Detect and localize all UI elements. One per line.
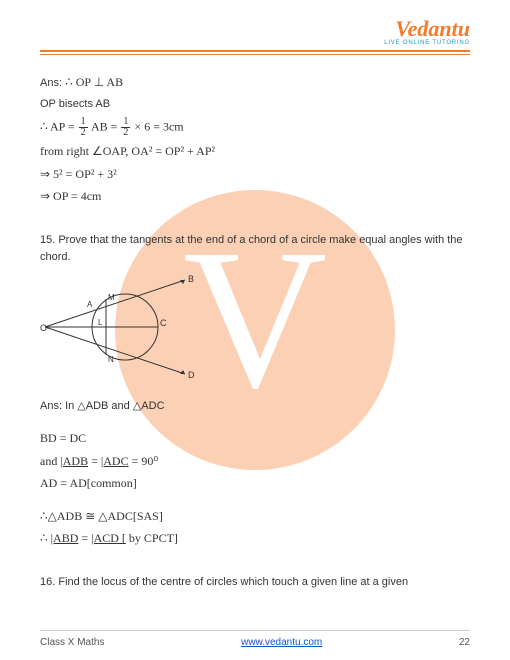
label-c: C — [160, 318, 167, 328]
label-l: L — [98, 318, 103, 327]
ans1-eq2: from right ∠OAP, OA² = OP² + AP² — [40, 142, 470, 161]
arrow-b — [180, 280, 185, 284]
arrow-d — [180, 370, 185, 374]
eq-text: = 90⁰ — [129, 454, 159, 468]
ans1-eq4: ⇒ OP = 4cm — [40, 187, 470, 206]
q16-text: 16. Find the locus of the centre of circ… — [40, 574, 470, 591]
spacer — [40, 497, 470, 507]
label-d: D — [188, 370, 195, 380]
eq-text: ∴ — [40, 531, 51, 545]
ans2-eq1: BD = DC — [40, 429, 470, 448]
label-m: M — [108, 293, 115, 302]
eq-text: ∴ AP = — [40, 119, 78, 133]
ans2-eq4: ∴△ADB ≅ △ADC[SAS] — [40, 507, 470, 526]
footer: Class X Maths www.vedantu.com 22 — [40, 630, 470, 648]
ans-label: Ans: — [40, 77, 65, 89]
q15-diagram: O A B C D M N L — [40, 272, 470, 388]
eq-underline: |ADB — [60, 454, 88, 468]
footer-page: 22 — [459, 637, 470, 648]
diagram-svg: O A B C D M N L — [40, 272, 210, 382]
ans1-line2: OP bisects AB — [40, 96, 470, 113]
q15-text: 15. Prove that the tangents at the end o… — [40, 232, 470, 266]
spacer — [40, 419, 470, 429]
content: Ans: ∴ OP ⊥ AB OP bisects AB ∴ AP = 12 A… — [40, 73, 470, 591]
ans2-eq2: and |ADB = |ADC = 90⁰ — [40, 452, 470, 471]
ans2-line1: Ans: In △ADB and △ADC — [40, 398, 470, 415]
ans1-eq3: ⇒ 5² = OP² + 3² — [40, 165, 470, 184]
eq-text: AB = — [89, 119, 121, 133]
eq-text: by CPCT] — [126, 531, 178, 545]
line-od — [45, 327, 185, 374]
label-b: B — [188, 274, 194, 284]
page: Vedantu LIVE ONLINE TUTORING Ans: ∴ OP ⊥… — [0, 0, 510, 660]
label-o: O — [40, 323, 47, 333]
eq-text: = — [78, 531, 91, 545]
eq-underline: |ADC — [101, 454, 129, 468]
math-expr: ∴ OP ⊥ AB — [65, 75, 123, 89]
eq-text: = — [88, 454, 101, 468]
fraction: 12 — [121, 117, 130, 138]
denominator: 2 — [79, 128, 88, 138]
label-a: A — [87, 300, 93, 309]
fraction: 12 — [79, 117, 88, 138]
ans2-eq3: AD = AD[common] — [40, 474, 470, 493]
ans2-eq5: ∴ |ABD = |ACD [ by CPCT] — [40, 529, 470, 548]
label-n: N — [108, 355, 114, 364]
spacer — [40, 552, 470, 574]
header: Vedantu LIVE ONLINE TUTORING — [40, 16, 470, 46]
header-rule-thick — [40, 50, 470, 52]
ans1-eq1: ∴ AP = 12 AB = 12 × 6 = 3cm — [40, 117, 470, 138]
denominator: 2 — [121, 128, 130, 138]
eq-text: × 6 = 3cm — [131, 119, 183, 133]
spacer — [40, 210, 470, 232]
header-rule-thin — [40, 54, 470, 55]
eq-underline: |ACD [ — [91, 531, 126, 545]
footer-link[interactable]: www.vedantu.com — [241, 637, 322, 648]
logo-subtext: LIVE ONLINE TUTORING — [384, 40, 470, 46]
footer-left: Class X Maths — [40, 637, 104, 648]
eq-underline: |ABD — [51, 531, 79, 545]
ans1-line1: Ans: ∴ OP ⊥ AB — [40, 73, 470, 92]
eq-text: and — [40, 454, 60, 468]
logo-text: Vedantu — [384, 16, 470, 42]
logo: Vedantu LIVE ONLINE TUTORING — [384, 16, 470, 46]
